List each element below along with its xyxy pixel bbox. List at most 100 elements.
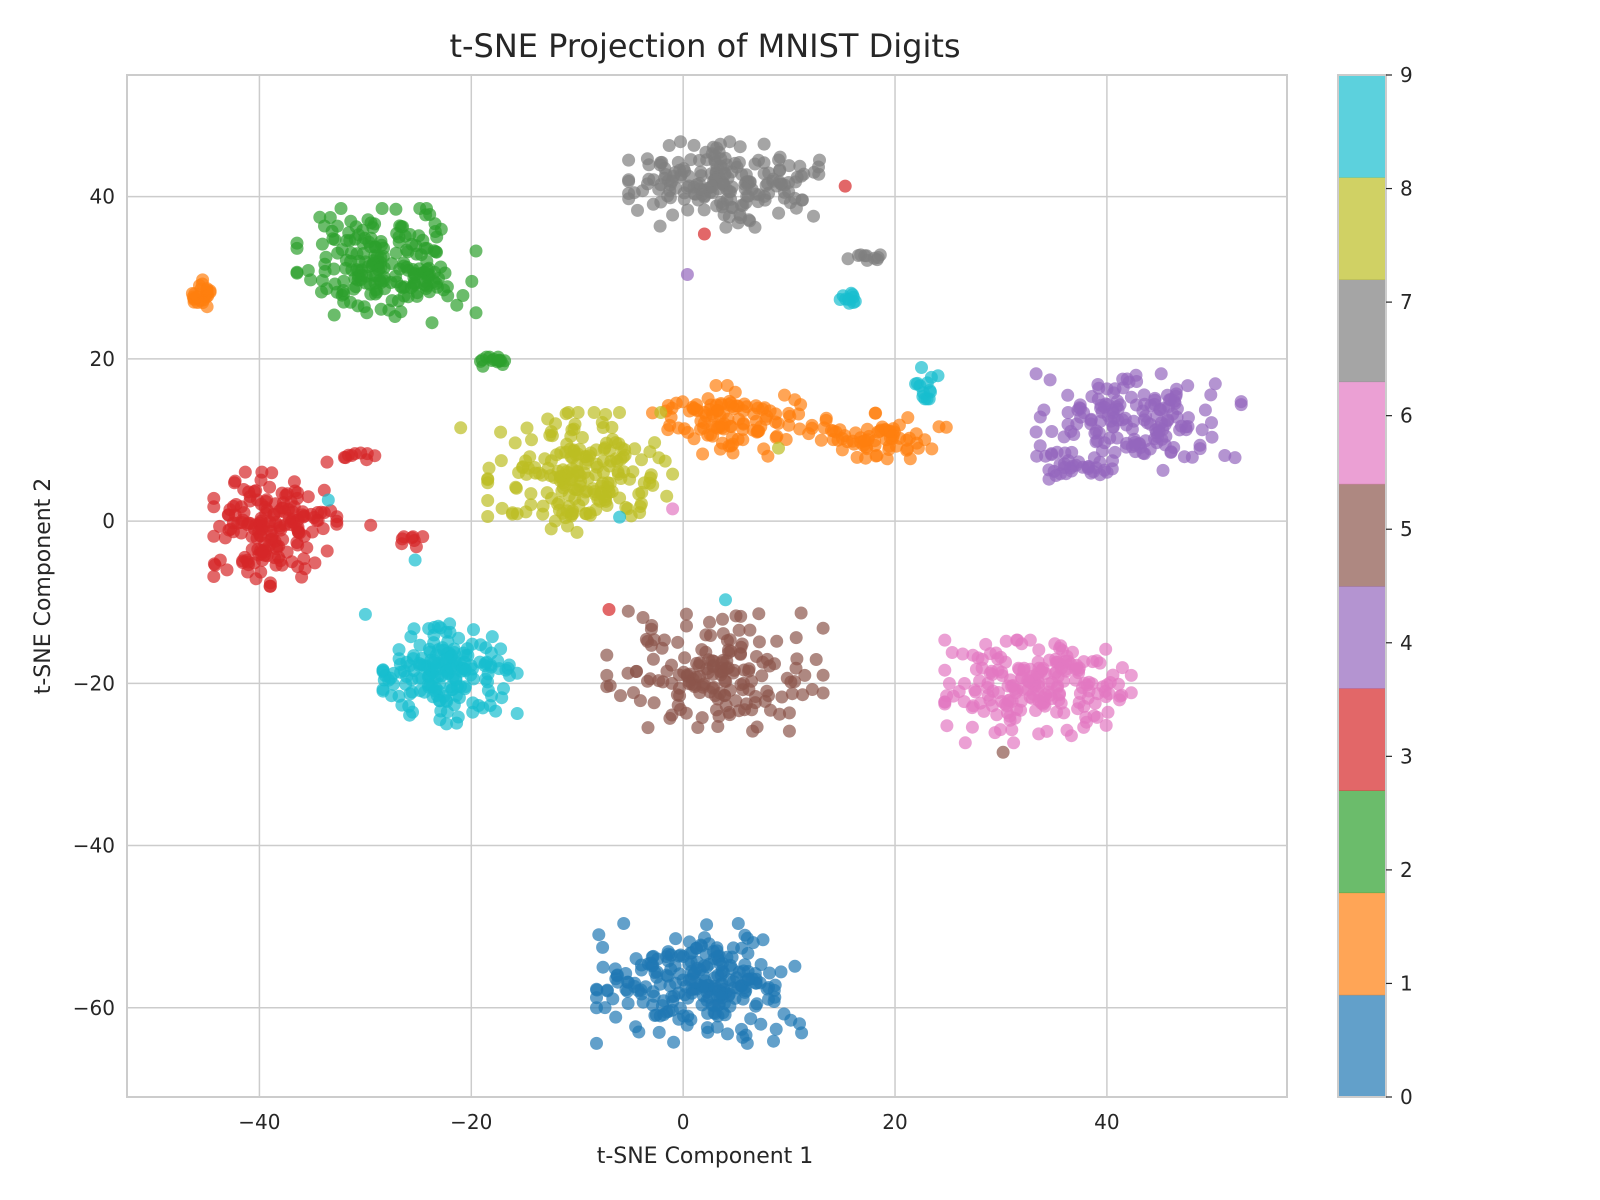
digit-9-point [395, 698, 409, 712]
digit-7-point [739, 168, 753, 182]
digit-8-point [600, 499, 614, 512]
digit-3-point [263, 579, 277, 593]
digit-3-point [697, 227, 711, 241]
digit-8-point [628, 442, 642, 456]
digit-7-point [728, 156, 742, 170]
digit-0-point [767, 983, 781, 997]
digit-2-point [465, 274, 479, 288]
digit-5-point [775, 690, 789, 704]
digit-7-point [655, 155, 669, 169]
digit-3-point [324, 504, 338, 518]
digit-5-point [652, 674, 666, 688]
digit-0-point [644, 956, 658, 970]
digit-0-point [661, 969, 675, 983]
digit-7-point [797, 167, 811, 181]
digit-3-point [276, 533, 290, 547]
digit-8-point [536, 507, 550, 521]
digit-6-point [938, 633, 952, 647]
digit-9-point [387, 666, 401, 680]
digit-8-point [570, 525, 584, 539]
digit-9-point [910, 376, 924, 390]
digit-9-point [842, 296, 856, 310]
digit-8-point [519, 505, 533, 519]
digit-0-point [590, 1036, 603, 1050]
digit-5-point [647, 696, 661, 710]
digit-3-point [220, 563, 234, 577]
digit-4-point [1152, 421, 1166, 435]
digit-5-point [752, 635, 766, 649]
digit-7-point [719, 220, 733, 234]
digit-9-point [386, 677, 400, 691]
digit-3-point [243, 517, 257, 530]
digit-3-point [320, 455, 334, 469]
digit-1-point [726, 437, 740, 451]
digit-3-point [207, 557, 221, 571]
digit-9-point [920, 376, 934, 390]
digit-8-point [772, 441, 785, 455]
digit-2-point [318, 257, 332, 271]
digit-8-point [613, 491, 627, 505]
digit-0-point [767, 995, 781, 1008]
digit-6-point [1099, 642, 1113, 656]
digit-5-point [755, 669, 769, 683]
digit-6-point [956, 647, 970, 661]
digit-2-point [344, 246, 358, 260]
digit-3-point [237, 506, 251, 520]
digit-1-point [805, 421, 819, 435]
digit-9-point [440, 651, 454, 665]
digit-5-point [788, 675, 802, 689]
digit-3-point [272, 550, 285, 564]
digit-1-point [771, 416, 785, 430]
digit-7-point [653, 219, 667, 233]
digit-4-point [1137, 388, 1151, 402]
digit-0-point [718, 1008, 732, 1022]
digit-5-point [749, 690, 763, 703]
digit-8-point [520, 421, 534, 435]
digit-1-point [819, 411, 833, 425]
digit-1-point [779, 433, 793, 446]
digit-0-point [590, 1001, 603, 1015]
digit-3-point [254, 497, 268, 511]
digit-2-point [327, 308, 341, 322]
digit-2-point [315, 237, 329, 251]
digit-7-point [622, 173, 636, 187]
digit-5-point [600, 648, 614, 662]
digit-8-point [494, 425, 508, 439]
digit-1-point [191, 290, 204, 304]
digit-5-point [716, 612, 729, 626]
digit-7-point [867, 251, 881, 265]
digit-0-point [652, 1025, 666, 1039]
digit-0-point [596, 940, 610, 954]
digit-4-point [1162, 400, 1176, 414]
digit-4-point [1029, 367, 1043, 381]
digit-8-point [571, 406, 585, 419]
digit-4-point [1234, 395, 1248, 409]
digit-5-point [696, 680, 710, 694]
digit-5-point [782, 724, 796, 738]
digit-1-point [682, 404, 696, 418]
digit-8-point [494, 454, 508, 468]
digit-4-point [1093, 455, 1107, 469]
digit-0-point [619, 967, 633, 980]
digit-8-point [563, 473, 577, 487]
digit-4-point [1108, 445, 1122, 459]
digit-0-point [678, 988, 692, 1002]
digit-5-point [672, 668, 686, 682]
x-tick-label: −40 [238, 1110, 280, 1134]
digit-3-point [360, 453, 374, 467]
digit-2-point [434, 260, 448, 274]
digit-7-point [642, 172, 656, 186]
digit-0-point [753, 976, 767, 990]
digit-1-point [760, 409, 774, 423]
colorbar-tick-label: 7 [1400, 290, 1413, 314]
digit-5-point [752, 607, 766, 621]
digit-3-point [254, 511, 268, 525]
digit-1-point [886, 428, 900, 442]
digit-1-point [754, 420, 768, 434]
digit-0-point [634, 963, 648, 977]
digit-4-point [1198, 403, 1212, 417]
digit-2-point [368, 217, 382, 231]
digit-4-point [1061, 406, 1075, 419]
digit-9-point [465, 637, 479, 651]
digit-6-point [1112, 677, 1125, 691]
